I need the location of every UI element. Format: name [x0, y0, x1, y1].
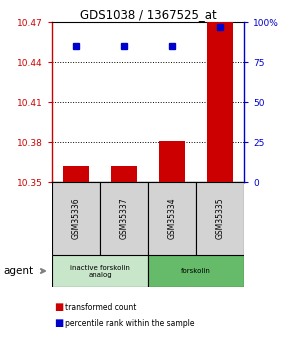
Text: ■: ■: [54, 302, 63, 312]
Text: GSM35336: GSM35336: [72, 198, 81, 239]
Bar: [207, 22, 233, 182]
Bar: [52, 255, 148, 287]
Bar: [52, 182, 100, 255]
Bar: [63, 166, 89, 182]
FancyArrowPatch shape: [41, 269, 45, 273]
Text: percentile rank within the sample: percentile rank within the sample: [65, 318, 195, 327]
Bar: [196, 182, 244, 255]
Bar: [111, 166, 137, 182]
Text: inactive forskolin
analog: inactive forskolin analog: [70, 265, 130, 277]
Text: forskolin: forskolin: [181, 268, 211, 274]
Title: GDS1038 / 1367525_at: GDS1038 / 1367525_at: [80, 8, 216, 21]
Text: GSM35337: GSM35337: [119, 198, 128, 239]
Text: agent: agent: [3, 266, 33, 276]
Bar: [148, 182, 196, 255]
Bar: [100, 182, 148, 255]
Text: GSM35334: GSM35334: [168, 198, 177, 239]
Bar: [159, 141, 185, 182]
Bar: [148, 255, 244, 287]
Text: transformed count: transformed count: [65, 303, 137, 312]
Text: GSM35335: GSM35335: [215, 198, 224, 239]
Text: ■: ■: [54, 318, 63, 328]
